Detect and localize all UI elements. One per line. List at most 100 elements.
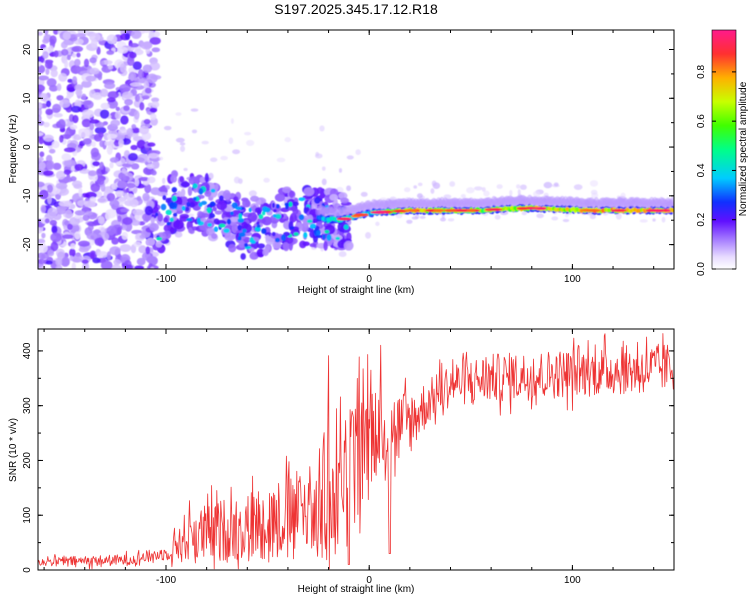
spectrogram-cell <box>184 206 190 212</box>
spectrogram-ytick-label: 10 <box>22 92 33 104</box>
spectrogram-cell <box>109 246 121 256</box>
spectrogram-cell <box>149 223 159 232</box>
spectrogram-cell <box>284 137 291 143</box>
spectrogram-cell <box>165 197 171 203</box>
spectrogram-cell <box>99 60 105 66</box>
spectrogram-xlabel: Height of straight line (km) <box>298 285 415 296</box>
spectrogram-cell <box>275 213 282 220</box>
spectrogram-cell <box>131 127 140 134</box>
spectrogram-cell <box>133 110 140 120</box>
spectrogram-cell <box>114 132 126 141</box>
spectrogram-cell <box>121 91 133 99</box>
spectrogram-cell <box>466 187 475 194</box>
spectrogram-cell <box>302 241 310 247</box>
spectrogram-cell <box>263 177 270 183</box>
colorbar-tick-label: 0.4 <box>696 163 707 177</box>
spectrogram-cell <box>142 64 153 73</box>
spectrogram-cell <box>589 214 596 220</box>
spectrogram-cell <box>276 204 280 209</box>
spectrogram-cell <box>309 243 317 248</box>
spectrogram-cell <box>146 163 155 170</box>
spectrogram-cell <box>139 101 145 111</box>
spectrogram-cell <box>271 232 276 237</box>
spectrogram-cell <box>97 74 103 81</box>
spectrogram-cell <box>315 230 321 236</box>
spectrogram-cell <box>69 248 76 258</box>
spectrogram-cell <box>403 187 411 193</box>
spectrogram-cell <box>430 188 435 194</box>
spectrogram-cell <box>46 184 54 193</box>
spectrogram-cell <box>169 217 174 222</box>
spectrogram-cell <box>126 127 134 137</box>
spectrogram-cell <box>248 207 252 213</box>
spectrogram-cell <box>231 202 238 209</box>
snr-ytick-label: 100 <box>22 506 33 523</box>
spectrogram-cell <box>143 119 151 125</box>
spectrogram-cell <box>196 217 201 224</box>
spectrogram-cell <box>38 114 42 123</box>
spectrogram-cell <box>128 71 137 81</box>
spectrogram-cell <box>319 125 325 132</box>
spectrogram-cell <box>198 202 203 208</box>
spectrogram-cell <box>46 160 55 171</box>
spectrogram-cell <box>272 214 277 218</box>
spectrogram-cell <box>265 234 270 241</box>
spectrogram-cell <box>346 185 352 192</box>
spectrogram-cell <box>315 153 323 159</box>
spectrogram-cell <box>72 257 82 263</box>
spectrogram-cell <box>289 190 295 199</box>
spectrogram-cell <box>133 33 140 38</box>
spectrogram-cell <box>207 222 213 227</box>
spectrogram-cell <box>121 174 127 182</box>
spectrogram-cell <box>144 205 154 216</box>
spectrogram-cell <box>160 203 167 211</box>
spectrogram-cell <box>661 216 666 223</box>
spectrogram-cell <box>121 167 127 174</box>
spectrogram-cell <box>82 263 90 269</box>
spectrogram-cell <box>417 182 423 187</box>
spectrogram-cell <box>179 142 186 146</box>
spectrogram-cell <box>324 229 330 234</box>
spectrogram-cell <box>481 187 486 192</box>
spectrogram-cell <box>63 147 76 153</box>
spectrogram-cell <box>292 201 299 207</box>
spectrogram-cell <box>439 217 447 222</box>
spectrogram-cell <box>38 156 44 162</box>
spectrogram-cell <box>483 190 490 197</box>
spectrogram-cell <box>419 215 426 220</box>
spectrogram-cell <box>71 45 84 53</box>
spectrogram-cell <box>231 209 241 217</box>
spectrogram-cell <box>248 190 257 197</box>
spectrogram-cell <box>138 245 147 254</box>
spectrogram-cell <box>78 240 91 247</box>
spectrogram-cell <box>258 214 264 220</box>
spectrogram-cell <box>149 36 161 45</box>
spectrogram-cell <box>42 51 49 59</box>
spectrogram-cell <box>134 177 140 187</box>
spectrogram-cell <box>520 184 527 190</box>
spectrogram-cell <box>110 264 122 269</box>
spectrogram-cell <box>551 216 559 221</box>
spectrogram-cell <box>615 213 622 220</box>
spectrogram-cell <box>38 78 45 86</box>
spectrogram-cell <box>155 212 159 217</box>
spectrogram-cell <box>244 243 249 248</box>
spectrogram-cell <box>99 88 109 98</box>
spectrogram-cell <box>117 215 122 222</box>
spectrogram-cell <box>214 210 223 215</box>
spectrogram-cell <box>38 75 50 81</box>
spectrogram-cell <box>353 213 369 217</box>
spectrogram-cell <box>247 212 258 222</box>
spectrogram-cell <box>189 202 195 208</box>
spectrogram-cell <box>262 206 269 212</box>
spectrogram-cell <box>171 195 177 202</box>
spectrogram-cell <box>97 197 107 203</box>
spectrogram-cell <box>121 231 128 240</box>
spectrogram-cell <box>94 237 105 246</box>
spectrogram-cell <box>111 237 119 245</box>
snr-frame <box>37 328 675 571</box>
spectrogram-cell <box>82 100 92 106</box>
spectrogram-cell <box>51 140 60 149</box>
